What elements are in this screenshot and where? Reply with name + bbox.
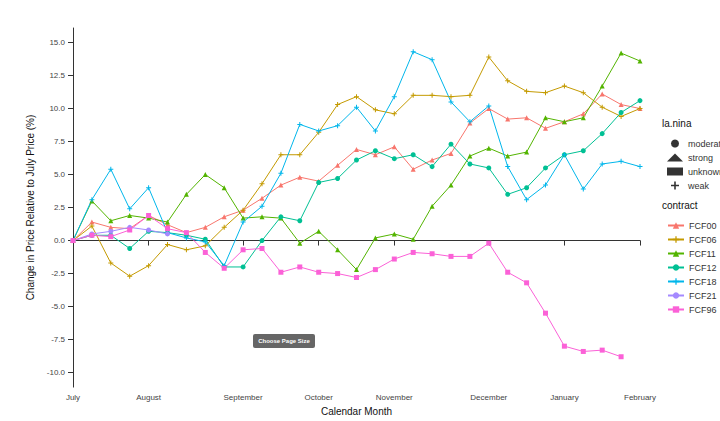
svg-text:7.5: 7.5 — [54, 137, 66, 146]
svg-text:weak: weak — [687, 181, 710, 191]
svg-text:February: February — [624, 393, 656, 402]
svg-text:-5.0: -5.0 — [51, 302, 65, 311]
svg-text:-2.5: -2.5 — [51, 269, 65, 278]
svg-text:FCF96: FCF96 — [689, 305, 717, 315]
svg-text:Choose Page Size: Choose Page Size — [258, 338, 310, 344]
svg-text:moderate: moderate — [688, 139, 720, 149]
svg-text:strong: strong — [688, 153, 713, 163]
svg-text:August: August — [136, 393, 162, 402]
svg-text:2.5: 2.5 — [54, 203, 66, 212]
svg-text:October: October — [304, 393, 333, 402]
svg-text:December: December — [470, 393, 507, 402]
svg-text:unknown: unknown — [688, 167, 720, 177]
svg-text:15.0: 15.0 — [49, 38, 65, 47]
svg-text:Calendar Month: Calendar Month — [321, 406, 392, 417]
svg-text:-7.5: -7.5 — [51, 335, 65, 344]
svg-text:-10.0: -10.0 — [47, 368, 66, 377]
svg-text:12.5: 12.5 — [49, 71, 65, 80]
svg-text:FCF12: FCF12 — [689, 263, 717, 273]
svg-text:FCF21: FCF21 — [689, 291, 717, 301]
svg-text:FCF11: FCF11 — [689, 249, 716, 259]
svg-text:Change in Price Relative to Ju: Change in Price Relative to July Price (… — [25, 115, 36, 301]
svg-text:FCF18: FCF18 — [689, 277, 717, 287]
svg-text:0.0: 0.0 — [54, 236, 66, 245]
svg-text:FCF00: FCF00 — [689, 221, 717, 231]
svg-text:10.0: 10.0 — [49, 104, 65, 113]
svg-text:FCF06: FCF06 — [689, 235, 717, 245]
svg-text:5.0: 5.0 — [54, 170, 66, 179]
svg-text:November: November — [376, 393, 413, 402]
svg-text:September: September — [224, 393, 263, 402]
svg-text:contract: contract — [662, 200, 698, 211]
svg-text:la.nina: la.nina — [662, 118, 692, 129]
svg-text:January: January — [550, 393, 578, 402]
svg-text:July: July — [66, 393, 80, 402]
